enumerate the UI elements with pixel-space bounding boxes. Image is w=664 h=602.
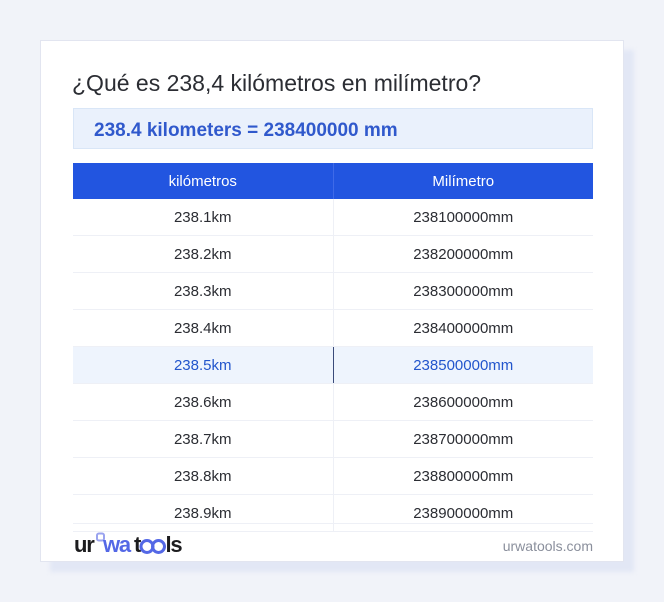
svg-text:ur: ur	[74, 532, 95, 557]
svg-text:wa: wa	[102, 532, 132, 557]
svg-text:ls: ls	[166, 532, 183, 557]
